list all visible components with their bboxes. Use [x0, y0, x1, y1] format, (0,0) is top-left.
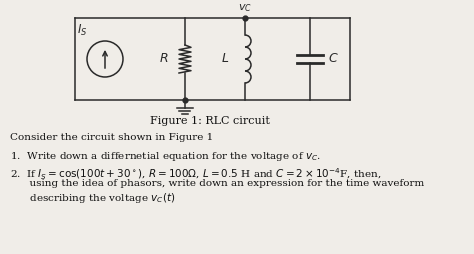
Text: $I_S$: $I_S$: [77, 23, 87, 38]
Text: Consider the circuit shown in Figure 1: Consider the circuit shown in Figure 1: [10, 133, 213, 142]
Text: describing the voltage $v_C(t)$: describing the voltage $v_C(t)$: [10, 191, 175, 205]
Text: Figure 1: RLC circuit: Figure 1: RLC circuit: [150, 116, 270, 126]
Text: $v_C$: $v_C$: [238, 2, 252, 14]
Text: 1.  Write down a differnetial equation for the voltage of $v_C$.: 1. Write down a differnetial equation fo…: [10, 150, 321, 163]
Text: $L$: $L$: [221, 53, 229, 66]
Text: $C$: $C$: [328, 53, 339, 66]
Text: $R$: $R$: [159, 53, 169, 66]
Text: using the idea of phasors, write down an expression for the time waveform: using the idea of phasors, write down an…: [10, 179, 424, 188]
Text: 2.  If $I_S = \cos(100t + 30^\circ)$, $R = 100\Omega$, $L = 0.5$ H and $C = 2 \t: 2. If $I_S = \cos(100t + 30^\circ)$, $R …: [10, 167, 381, 182]
